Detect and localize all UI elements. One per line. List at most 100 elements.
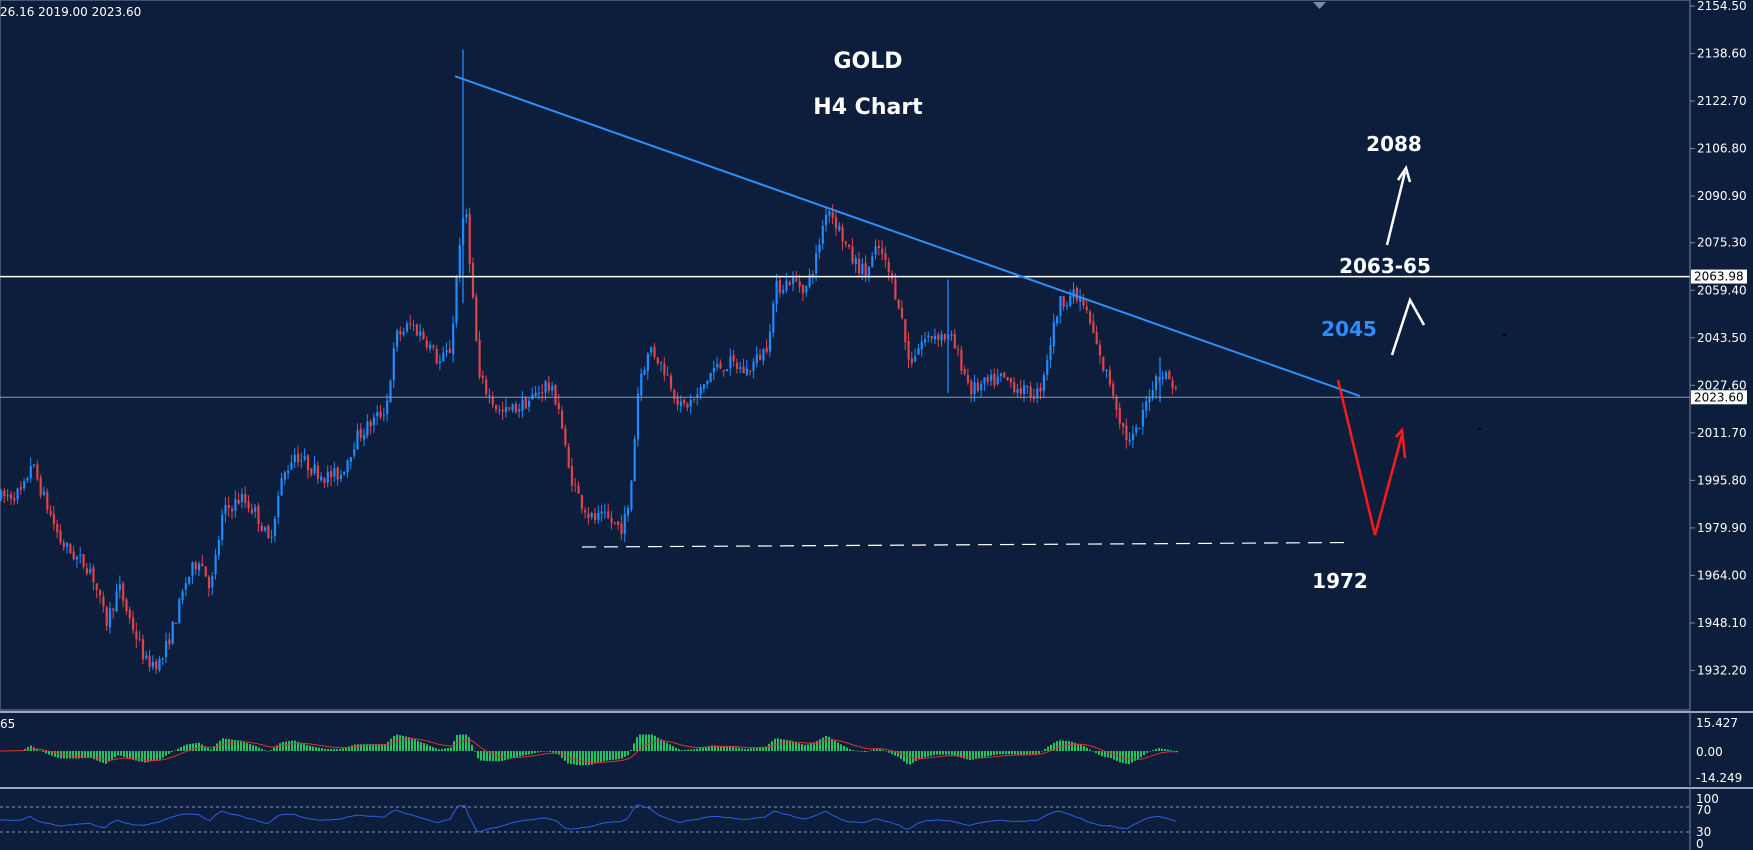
candle-body [405,323,409,332]
macd-bar [966,751,968,760]
macd-bar [1077,743,1079,751]
macd-bar [810,743,812,751]
macd-bar [555,751,557,754]
candle-body [623,513,626,534]
candle-body [168,639,171,645]
candle-body [112,608,115,611]
macd-bar [519,751,521,757]
candle-body [805,286,808,293]
macd-bar [867,751,869,752]
macd-bar [1068,741,1070,751]
macd-bar [66,751,68,759]
macd-bar [717,745,719,751]
candle-body [673,389,676,399]
candle-body [732,354,735,362]
macd-bar [996,751,998,755]
spike-wicks-layer [462,49,1161,403]
triangle-down-icon[interactable] [1313,2,1326,9]
macd-bar [735,747,737,751]
candle-body [867,266,871,278]
candle-body [1098,344,1102,356]
macd-bar [411,738,413,751]
candle-body [1013,382,1016,393]
macd-bar [714,745,716,751]
macd-bar [594,751,596,764]
macd-bar [933,751,935,756]
macd-bar [1128,751,1130,765]
candle-body [89,568,92,573]
candle-body [141,639,145,660]
macd-bar [246,743,248,751]
candle-body [848,244,851,248]
macd-bar [645,734,647,751]
candle-body [108,608,112,628]
macd-bar [837,742,839,751]
rsi-tick-70: 70 [1696,803,1711,817]
macd-bar [1029,751,1031,755]
descending-trendline[interactable] [454,75,1361,398]
candle-body [709,373,712,383]
macd-bar [1146,751,1148,753]
macd-bar [141,751,143,762]
macd-bar [156,751,158,760]
macd-bar [99,751,101,762]
candle-body [452,323,455,355]
candle-body [551,385,554,391]
price-tick-label: 2011.70 [1697,426,1747,440]
candle-body [79,555,82,557]
macd-bar [621,751,623,759]
ohlc-info-bar: 26.16 2019.00 2023.60 [0,5,141,19]
price-tick-label: 2027.60 [1697,378,1747,392]
macd-bar [975,751,977,759]
macd-bar [1002,751,1004,755]
macd-bar [1035,751,1037,754]
candle-body [603,511,607,513]
candle-body [369,421,372,427]
macd-bar [507,751,509,760]
macd-bar [870,750,872,751]
macd-bar [636,737,638,751]
candle-body [211,575,214,588]
macd-bar [81,751,83,759]
macd-bar [381,744,383,751]
macd-bar [1131,751,1133,763]
candle-body [363,434,366,440]
macd-bar [720,745,722,751]
macd-bar [930,751,932,756]
macd-bar [57,751,59,758]
candle-body [980,383,983,391]
macd-bar [789,740,791,751]
candle-body [105,607,108,626]
price-axis[interactable]: 2154.50 2138.60 2122.70 2106.80 2090.90 2075.… [1689,0,1747,710]
candle-body [382,415,385,417]
macd-bar [648,734,650,751]
macd-bar [60,751,62,759]
candle-body [1062,296,1065,307]
candle-body [795,278,798,282]
candle-body [815,253,818,274]
macd-bar [324,748,326,751]
macd-bar [777,738,779,751]
macd-bar [1110,751,1112,759]
macd-bar [534,751,536,754]
candle-body [1115,396,1118,410]
candle-body [798,281,801,287]
macd-bar [408,737,410,751]
macd-bar [75,751,77,759]
candle-body [69,544,72,554]
support-dashed-line[interactable] [581,541,1349,548]
candle-body [320,476,323,481]
candle-body [6,495,9,497]
macd-bar [552,751,554,753]
macd-bar [1104,751,1106,757]
candle-body [920,341,923,350]
macd-bar [414,739,416,751]
candle-body [1138,428,1141,430]
candle-body [39,477,42,496]
macd-bar [138,751,140,762]
candle-body [465,214,468,218]
candle-body [128,609,131,619]
macd-bar [765,746,767,751]
candle-body [854,258,857,265]
